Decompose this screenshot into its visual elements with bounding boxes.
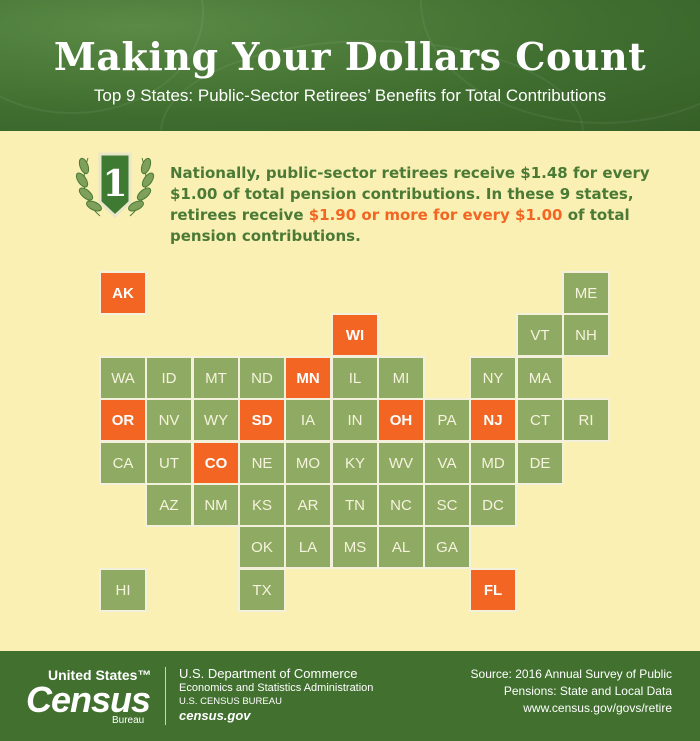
state-tile-ri: RI	[564, 400, 608, 440]
state-tile-va: VA	[425, 443, 469, 483]
state-tile-ok: OK	[240, 527, 284, 567]
number-one-badge: 1	[75, 152, 155, 219]
state-tile-de: DE	[518, 443, 562, 483]
state-tile-in: IN	[333, 400, 377, 440]
state-tile-sc: SC	[425, 485, 469, 525]
state-tile-nv: NV	[147, 400, 191, 440]
state-tile-il: IL	[333, 358, 377, 398]
bureau-name: U.S. CENSUS BUREAU	[179, 696, 282, 707]
source-line-2: Pensions: State and Local Data	[503, 684, 672, 698]
summary-statement: Nationally, public-sector retirees recei…	[170, 163, 650, 247]
state-tile-oh: OH	[379, 400, 423, 440]
state-tile-ne: NE	[240, 443, 284, 483]
state-tile-tx: TX	[240, 570, 284, 610]
logo-line-1: United States™	[48, 667, 152, 683]
state-tile-wi: WI	[333, 315, 377, 355]
state-tile-co: CO	[194, 443, 238, 483]
state-tile-az: AZ	[147, 485, 191, 525]
source-note: Source: 2016 Annual Survey of Public Pen…	[471, 666, 672, 717]
state-tile-ms: MS	[333, 527, 377, 567]
census-website-link[interactable]: census.gov	[179, 708, 251, 723]
state-tile-nc: NC	[379, 485, 423, 525]
state-tile-ny: NY	[471, 358, 515, 398]
header-banner: Making Your Dollars Count Top 9 States: …	[0, 0, 700, 131]
statement-text: Nationally, public-sector retirees recei…	[170, 164, 650, 224]
state-tile-md: MD	[471, 443, 515, 483]
state-tile-mi: MI	[379, 358, 423, 398]
state-tile-wv: WV	[379, 443, 423, 483]
state-tile-ia: IA	[286, 400, 330, 440]
state-tile-ma: MA	[518, 358, 562, 398]
source-url-link[interactable]: www.census.gov/govs/retire	[523, 701, 672, 715]
state-tile-mo: MO	[286, 443, 330, 483]
state-tile-nd: ND	[240, 358, 284, 398]
state-tile-tn: TN	[333, 485, 377, 525]
state-tile-wa: WA	[101, 358, 145, 398]
logo-line-3: Bureau	[112, 715, 145, 726]
state-tile-id: ID	[147, 358, 191, 398]
badge-number: 1	[102, 163, 127, 205]
state-tile-ca: CA	[101, 443, 145, 483]
state-tile-mn: MN	[286, 358, 330, 398]
state-tile-nj: NJ	[471, 400, 515, 440]
department-name: U.S. Department of Commerce	[179, 666, 358, 681]
statement-text-end: of total pension contributions.	[170, 206, 630, 245]
state-tile-ga: GA	[425, 527, 469, 567]
shield-icon	[98, 152, 132, 219]
state-tile-or: OR	[101, 400, 145, 440]
footer-divider	[165, 667, 166, 725]
state-tile-nm: NM	[194, 485, 238, 525]
laurel-right-icon	[128, 157, 155, 217]
logo-wordmark: Census	[26, 679, 151, 720]
state-tile-dc: DC	[471, 485, 515, 525]
page-title: Making Your Dollars Count	[53, 34, 647, 79]
state-tile-vt: VT	[518, 315, 562, 355]
state-tile-wy: WY	[194, 400, 238, 440]
state-tile-la: LA	[286, 527, 330, 567]
state-tile-mt: MT	[194, 358, 238, 398]
state-tile-hi: HI	[101, 570, 145, 610]
administration-name: Economics and Statistics Administration	[179, 682, 374, 694]
state-tile-fl: FL	[471, 570, 515, 610]
state-tile-pa: PA	[425, 400, 469, 440]
footer: United States™ Census Bureau U.S. Depart…	[0, 651, 700, 741]
state-tile-nh: NH	[564, 315, 608, 355]
state-tile-ct: CT	[518, 400, 562, 440]
state-tile-ut: UT	[147, 443, 191, 483]
state-tile-ak: AK	[101, 273, 145, 313]
state-tile-ky: KY	[333, 443, 377, 483]
state-tile-al: AL	[379, 527, 423, 567]
department-info: U.S. Department of Commerce Economics an…	[179, 666, 373, 723]
state-tile-sd: SD	[240, 400, 284, 440]
census-logo: United States™ Census Bureau	[26, 667, 152, 727]
state-tile-ks: KS	[240, 485, 284, 525]
state-tile-ar: AR	[286, 485, 330, 525]
laurel-left-icon	[75, 157, 102, 217]
statement-highlight: $1.90 or more for every $1.00	[308, 206, 563, 224]
state-tile-me: ME	[564, 273, 608, 313]
source-line-1: Source: 2016 Annual Survey of Public	[470, 667, 672, 681]
page-subtitle: Top 9 States: Public-Sector Retirees’ Be…	[93, 86, 607, 105]
